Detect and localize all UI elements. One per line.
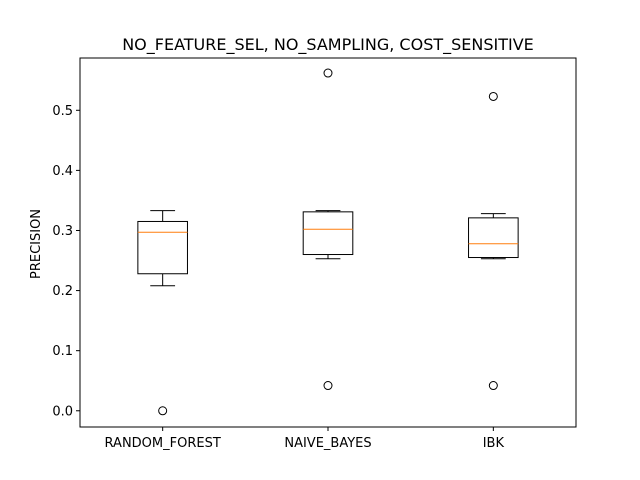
y-axis: 0.0 0.1 0.2 0.3 0.4 0.5 — [52, 104, 80, 419]
x-axis: RANDOM_FOREST NAIVE_BAYES IBK — [105, 427, 505, 451]
outlier-point — [158, 406, 168, 416]
outlier-point — [323, 381, 333, 391]
plot-frame — [79, 57, 577, 428]
y-tick-label: 0.2 — [52, 284, 73, 299]
x-tick-label: IBK — [483, 436, 505, 451]
x-tick-label: RANDOM_FOREST — [105, 436, 221, 451]
chart-title: NO_FEATURE_SEL, NO_SAMPLING, COST_SENSIT… — [122, 35, 534, 55]
iqr-box — [468, 217, 519, 259]
outlier-point — [488, 381, 498, 391]
y-tick-label: 0.1 — [52, 344, 73, 359]
box-ibk — [468, 91, 519, 391]
y-tick-label: 0.4 — [52, 164, 73, 179]
y-tick-label: 0.3 — [52, 224, 73, 239]
outlier-point — [323, 68, 333, 78]
x-tick-label: NAIVE_BAYES — [284, 436, 371, 451]
box-naive-bayes — [302, 68, 354, 391]
box-random-forest — [137, 210, 188, 416]
boxes-layer — [137, 68, 519, 416]
iqr-box — [302, 211, 354, 256]
y-axis-label: PRECISION — [29, 209, 44, 279]
iqr-box — [137, 220, 188, 275]
y-tick-label: 0.5 — [52, 104, 73, 119]
outlier-point — [488, 91, 498, 101]
y-tick-label: 0.0 — [52, 404, 73, 419]
